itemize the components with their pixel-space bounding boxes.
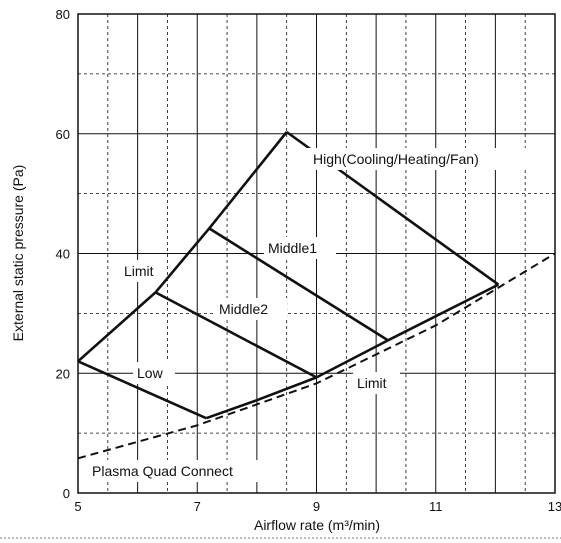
y-axis-title: External static pressure (Pa) [10, 165, 26, 342]
x-tick-label: 13 [548, 499, 561, 514]
curves [77, 130, 556, 460]
x-tick-label: 5 [74, 499, 81, 514]
annotation-low: Low [137, 365, 164, 381]
series-line-plasma-quad-connect [77, 252, 556, 460]
annotation-limit-lower: Limit [357, 375, 387, 391]
label-bg-plasma [88, 460, 273, 482]
series-line-limit [205, 283, 499, 420]
x-axis-title: Airflow rate (m³/min) [254, 517, 380, 533]
series-line-middle2 [154, 291, 318, 379]
plot-frame [77, 13, 556, 494]
series-line-low [77, 360, 207, 420]
y-tick-label: 80 [56, 7, 70, 22]
y-tick-label: 20 [56, 366, 70, 381]
annotation-high: High(Cooling/Heating/Fan) [313, 151, 479, 167]
label-bg-limit-upper [120, 260, 163, 282]
x-tick-label: 7 [194, 499, 201, 514]
y-tick-label: 0 [63, 486, 70, 501]
annotation-middle2: Middle2 [219, 301, 268, 317]
series-line-middle1 [208, 227, 389, 342]
x-tick-label: 11 [429, 499, 443, 514]
label-bg-middle2 [215, 298, 287, 320]
series-line-limit [77, 131, 288, 363]
label-bg-high [306, 148, 549, 170]
annotation-limit-upper: Limit [124, 263, 154, 279]
label-bg-low [133, 362, 175, 384]
y-tick-label: 40 [56, 247, 70, 262]
annotation-plasma: Plasma Quad Connect [92, 463, 233, 479]
x-tick-label: 9 [313, 499, 320, 514]
tick-labels: 5 7 9 11 13 0 20 40 60 80 [56, 7, 561, 514]
label-bg-limit-lower [353, 372, 400, 394]
label-bg-middle1 [264, 237, 336, 259]
annotation-middle1: Middle1 [268, 240, 317, 256]
y-tick-label: 60 [56, 127, 70, 142]
